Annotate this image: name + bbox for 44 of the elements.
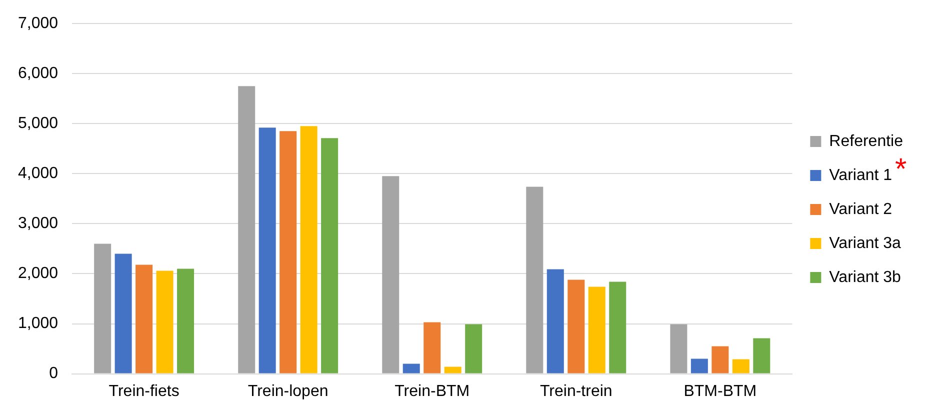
bar <box>136 264 153 374</box>
y-tick-label: 2,000 <box>18 265 58 282</box>
x-tick-label: Trein-lopen <box>248 382 328 400</box>
bar <box>280 131 297 374</box>
y-tick-label: 6,000 <box>18 65 58 82</box>
bar <box>94 244 112 374</box>
bar <box>424 322 441 374</box>
bar <box>609 282 626 374</box>
y-tick-label: 5,000 <box>18 115 58 132</box>
bar <box>568 280 585 374</box>
bar <box>156 270 174 374</box>
bar <box>546 269 564 374</box>
legend-label: Variant 1 <box>829 166 892 184</box>
x-tick-label: Trein-trein <box>540 382 612 400</box>
text: * <box>895 152 908 186</box>
bar <box>238 86 256 374</box>
y-tick-label: 4,000 <box>18 165 58 182</box>
x-tick-label: BTM-BTM <box>684 382 757 400</box>
bar <box>526 186 544 374</box>
y-tick-label: 3,000 <box>18 215 58 232</box>
bar <box>177 268 194 374</box>
legend-label: Referentie <box>829 132 904 150</box>
bar <box>382 176 400 374</box>
legend-label: Variant 3b <box>829 268 902 286</box>
bar <box>402 364 420 374</box>
legend-label: Variant 2 <box>829 200 892 218</box>
bar <box>444 366 462 374</box>
x-tick-label: Trein-BTM <box>394 382 470 400</box>
x-tick-label: Trein-fiets <box>108 382 180 400</box>
bar <box>588 286 606 374</box>
y-tick-label: 0 <box>49 365 58 382</box>
legend-label: Variant 3a <box>829 234 902 252</box>
bar <box>753 338 770 374</box>
bar <box>300 126 318 374</box>
y-tick-label: 7,000 <box>18 15 58 32</box>
bar <box>465 324 482 374</box>
bar <box>690 358 708 374</box>
bar <box>732 359 750 374</box>
bar <box>670 324 688 374</box>
bar <box>114 254 132 374</box>
bar <box>321 138 338 374</box>
bar <box>258 128 276 374</box>
y-tick-label: 1,000 <box>18 315 58 332</box>
bar <box>712 346 729 374</box>
